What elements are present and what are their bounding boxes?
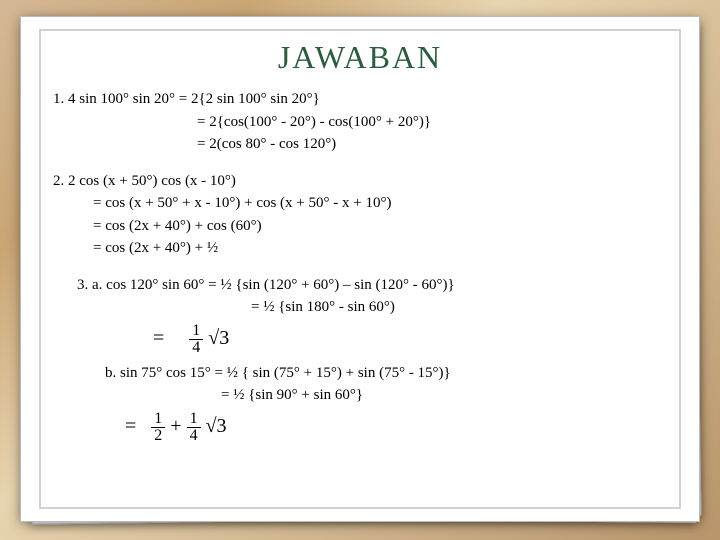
fraction-1-2: 1 2 (151, 411, 165, 444)
eq-sign: = (153, 327, 164, 349)
p2-line4: = cos (2x + 40°) + ½ (53, 237, 667, 260)
problem-2: 2. 2 cos (x + 50°) cos (x - 10°) = cos (… (41, 170, 679, 260)
p2-line3: = cos (2x + 40°) + cos (60°) (53, 215, 667, 238)
fraction-1-4: 1 4 (187, 411, 201, 444)
main-document-page: JAWABAN 1. 4 sin 100° sin 20° = 2{2 sin … (20, 16, 700, 522)
page-title: JAWABAN (41, 39, 679, 76)
p1-line2: = 2{cos(100° - 20°) - cos(100° + 20°)} (53, 111, 667, 134)
p3b-formula: = 1 2 + 1 4 √3 (53, 411, 667, 444)
plus-sign: + (170, 415, 181, 437)
fraction-1-4: 1 4 (189, 323, 203, 356)
sqrt3: √3 (208, 327, 229, 349)
eq-sign: = (125, 415, 136, 437)
problem-1: 1. 4 sin 100° sin 20° = 2{2 sin 100° sin… (41, 88, 679, 156)
p3a-formula: = 1 4 √3 (53, 323, 667, 356)
p3b-line1: b. sin 75° cos 15° = ½ { sin (75° + 15°)… (53, 362, 667, 385)
p3a-line2: = ½ {sin 180° - sin 60°) (53, 296, 667, 319)
content-border: JAWABAN 1. 4 sin 100° sin 20° = 2{2 sin … (39, 29, 681, 509)
problem-3a: 3. a. cos 120° sin 60° = ½ {sin (120° + … (41, 274, 679, 356)
p3a-line1: 3. a. cos 120° sin 60° = ½ {sin (120° + … (53, 274, 667, 297)
problem-3b: b. sin 75° cos 15° = ½ { sin (75° + 15°)… (41, 362, 679, 444)
p2-line1: 2. 2 cos (x + 50°) cos (x - 10°) (53, 170, 667, 193)
p2-line2: = cos (x + 50° + x - 10°) + cos (x + 50°… (53, 192, 667, 215)
p1-line1: 1. 4 sin 100° sin 20° = 2{2 sin 100° sin… (53, 88, 667, 111)
sqrt3: √3 (206, 415, 227, 437)
p3b-line2: = ½ {sin 90° + sin 60°} (53, 384, 667, 407)
p1-line3: = 2(cos 80° - cos 120°) (53, 133, 667, 156)
